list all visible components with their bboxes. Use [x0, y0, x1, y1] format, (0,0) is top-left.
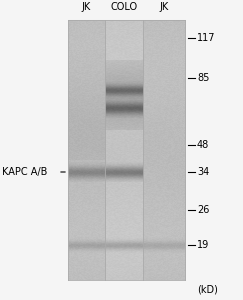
Text: 117: 117: [197, 33, 216, 43]
Text: 34: 34: [197, 167, 209, 177]
Text: JK: JK: [82, 2, 91, 12]
Text: 48: 48: [197, 140, 209, 150]
Text: (kD): (kD): [197, 285, 218, 295]
Text: KAPC A/B: KAPC A/B: [2, 167, 47, 177]
Text: JK: JK: [159, 2, 169, 12]
Text: 26: 26: [197, 205, 209, 215]
Text: COLO: COLO: [110, 2, 138, 12]
Text: 85: 85: [197, 73, 209, 83]
Text: 19: 19: [197, 240, 209, 250]
